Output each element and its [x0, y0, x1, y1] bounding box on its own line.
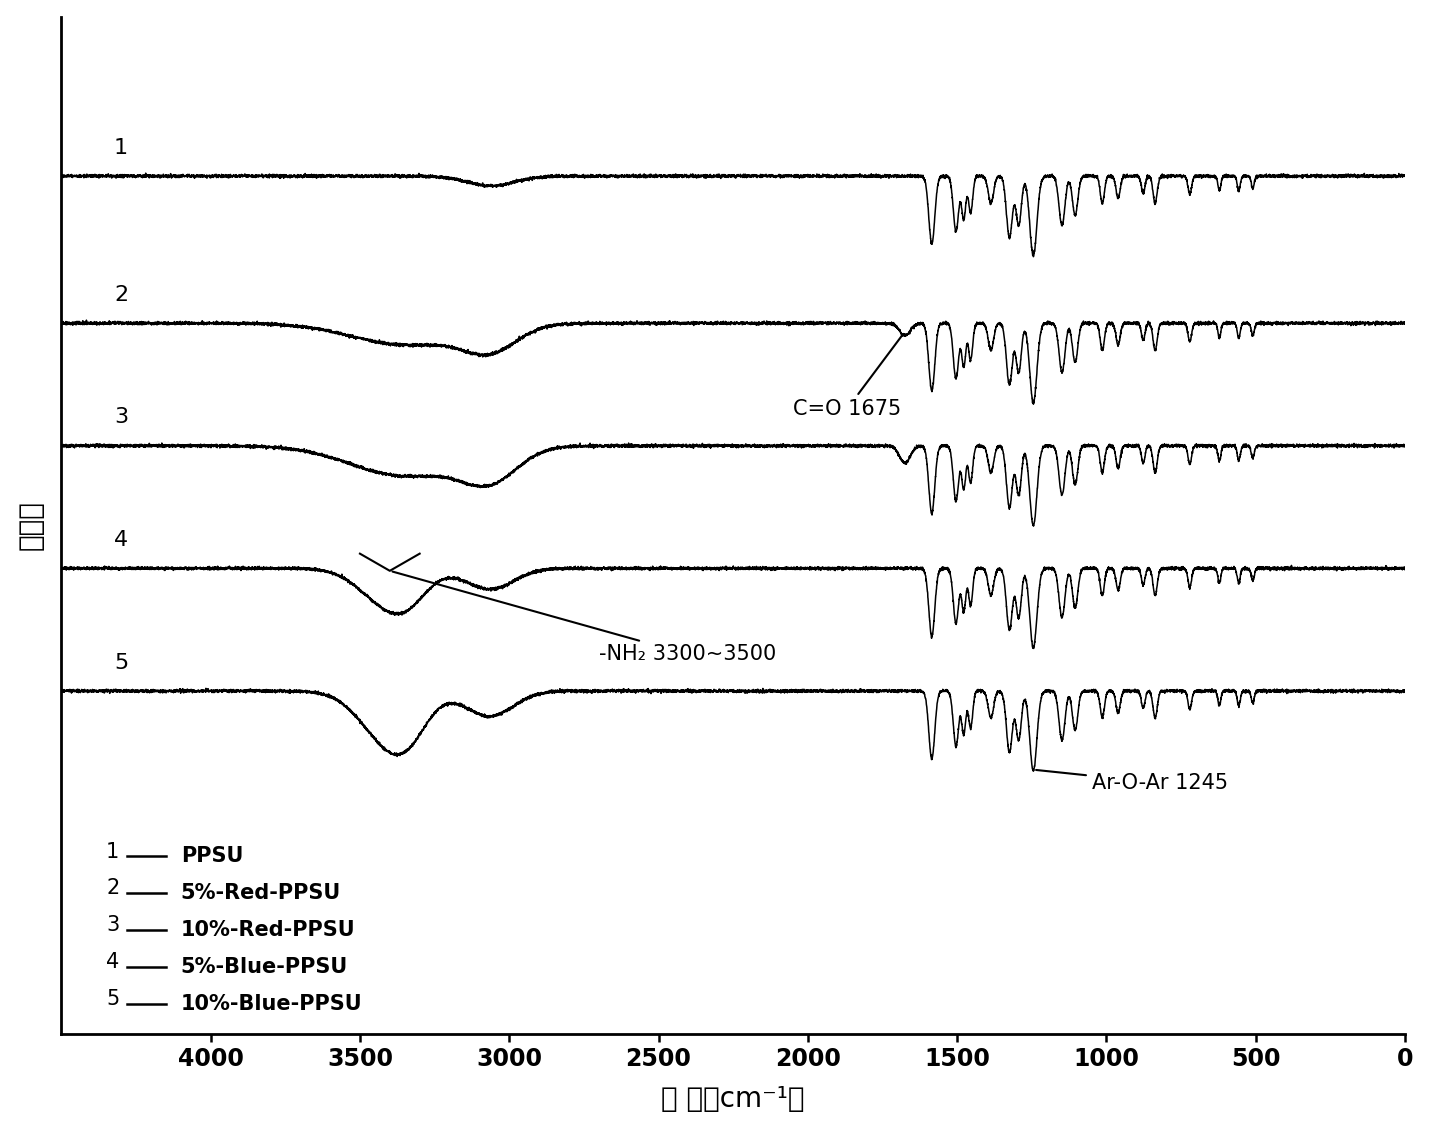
Text: PPSU: PPSU	[180, 846, 243, 867]
Text: 5%-Red-PPSU: 5%-Red-PPSU	[180, 884, 340, 903]
Text: 10%-Blue-PPSU: 10%-Blue-PPSU	[180, 993, 362, 1014]
Text: 10%-Red-PPSU: 10%-Red-PPSU	[180, 920, 356, 940]
Text: 1: 1	[114, 138, 129, 158]
Text: 4: 4	[114, 530, 129, 550]
Text: 4: 4	[106, 951, 119, 972]
Text: 5%-Blue-PPSU: 5%-Blue-PPSU	[180, 957, 347, 976]
Text: 1: 1	[106, 842, 119, 861]
X-axis label: 波 数（cm⁻¹）: 波 数（cm⁻¹）	[662, 1085, 805, 1113]
Text: 5: 5	[106, 989, 119, 1009]
Text: -NH₂ 3300~3500: -NH₂ 3300~3500	[392, 572, 776, 664]
Y-axis label: 透过性: 透过性	[17, 501, 44, 550]
Text: 2: 2	[106, 878, 119, 898]
Text: 3: 3	[106, 915, 119, 936]
Text: Ar-O-Ar 1245: Ar-O-Ar 1245	[1037, 770, 1228, 793]
Text: 3: 3	[114, 408, 129, 427]
Text: 5: 5	[114, 653, 129, 672]
Text: 2: 2	[114, 285, 129, 305]
Text: C=O 1675: C=O 1675	[792, 333, 904, 419]
